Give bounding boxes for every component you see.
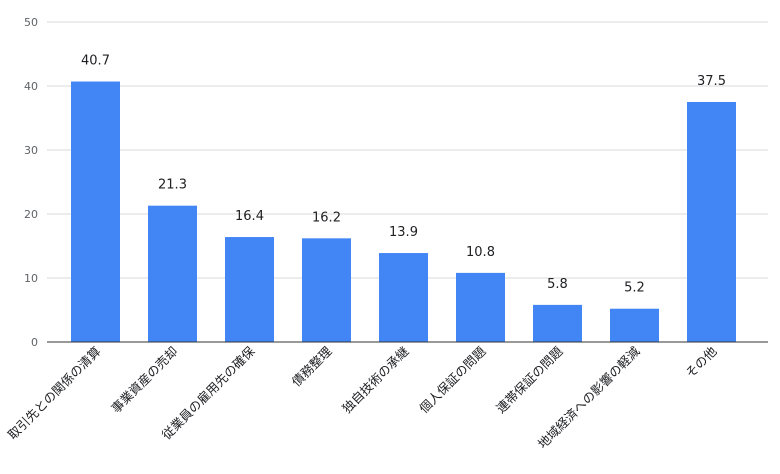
data-label: 40.7 bbox=[81, 54, 110, 69]
bar bbox=[533, 304, 582, 342]
bar bbox=[379, 253, 428, 342]
y-tick-label: 40 bbox=[24, 80, 38, 93]
bar bbox=[456, 272, 505, 342]
data-label: 10.8 bbox=[466, 245, 495, 260]
category-label: 独自技術の承継 bbox=[339, 344, 411, 416]
y-tick-label: 0 bbox=[31, 336, 38, 349]
data-label: 16.4 bbox=[235, 209, 264, 224]
data-label: 16.2 bbox=[312, 210, 341, 225]
data-label: 21.3 bbox=[158, 178, 187, 193]
data-label: 5.8 bbox=[547, 277, 568, 292]
data-labels: 40.7 21.3 16.4 16.2 13.9 10.8 5.8 5.2 37.5 bbox=[81, 54, 726, 296]
y-tick-label: 10 bbox=[24, 272, 38, 285]
bar bbox=[71, 81, 120, 343]
bar bbox=[302, 238, 351, 342]
data-label: 37.5 bbox=[697, 74, 726, 89]
data-label: 5.2 bbox=[624, 281, 645, 296]
category-label: その他 bbox=[682, 343, 719, 380]
category-label: 連帯保証の問題 bbox=[493, 343, 566, 416]
bar bbox=[225, 237, 274, 342]
y-tick-label: 20 bbox=[24, 208, 38, 221]
bar bbox=[610, 308, 659, 342]
y-tick-label: 30 bbox=[24, 144, 38, 157]
data-label: 13.9 bbox=[389, 225, 418, 240]
category-label: 個人保証の問題 bbox=[416, 343, 489, 416]
bar bbox=[148, 205, 197, 342]
y-tick-label: 50 bbox=[24, 16, 38, 29]
category-label: 取引先との関係の清算 bbox=[5, 344, 104, 443]
bar bbox=[687, 102, 736, 342]
category-label: 事業資産の売却 bbox=[108, 344, 180, 416]
y-axis-ticks: 0 10 20 30 40 50 bbox=[24, 16, 38, 349]
bars bbox=[71, 81, 736, 343]
category-label: 債務整理 bbox=[289, 343, 335, 389]
